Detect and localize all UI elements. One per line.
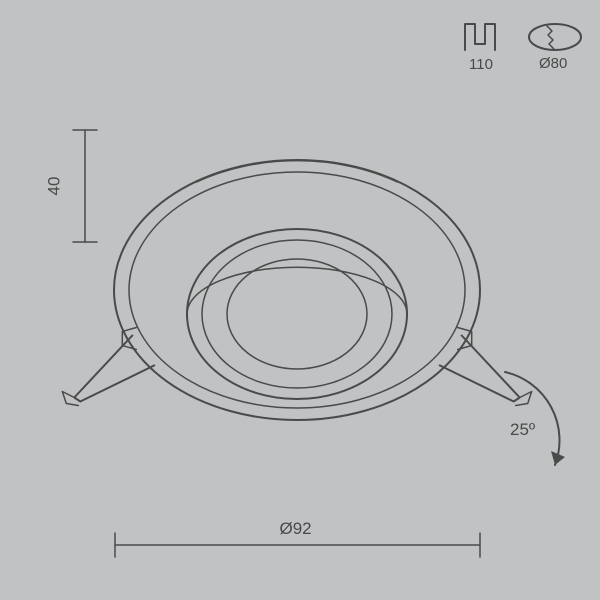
- diameter-label: Ø92: [280, 519, 312, 539]
- height-label: 40: [44, 177, 64, 196]
- drawing-canvas: Ø92 40 25º 110 Ø80: [0, 0, 600, 600]
- tilt-angle-label: 25º: [510, 420, 535, 440]
- technical-drawing-svg: [0, 0, 600, 600]
- castellation-icon-label: 110: [469, 56, 493, 73]
- cutout-icon-label: Ø80: [539, 55, 567, 72]
